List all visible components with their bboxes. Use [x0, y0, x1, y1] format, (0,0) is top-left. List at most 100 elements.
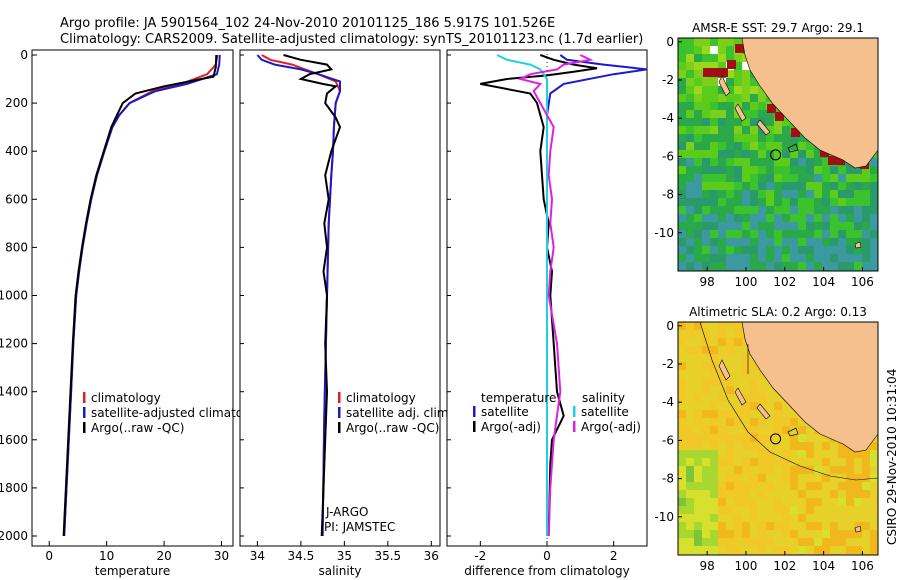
heatmap-cell: [742, 142, 751, 151]
heatmap-cell: [678, 150, 687, 159]
heatmap-cell: [870, 450, 878, 459]
heatmap-cell: [734, 198, 743, 207]
heatmap-cell: [702, 354, 711, 363]
heatmap-cell: [734, 426, 743, 435]
heatmap-cell: [734, 442, 743, 451]
heatmap-cell: [758, 490, 767, 499]
heatmap-cell: [702, 158, 711, 167]
heatmap-cell: [742, 506, 751, 515]
heatmap-cell: [814, 450, 823, 459]
heatmap-cell: [686, 166, 695, 175]
heatmap-cell: [694, 86, 703, 95]
heatmap-cell: [838, 498, 847, 507]
heatmap-cell: [702, 450, 711, 459]
heatmap-cell: [726, 498, 735, 507]
heatmap-cell: [830, 514, 839, 523]
difference-legend-sal-satellite-swatch: [573, 406, 576, 417]
heatmap-cell: [678, 70, 687, 79]
heatmap-cell: [726, 362, 735, 371]
heatmap-cell: [702, 458, 711, 467]
heatmap-cell: [702, 118, 711, 127]
heatmap-cell: [862, 530, 871, 539]
heatmap-cell: [686, 118, 695, 127]
heatmap-cell: [726, 490, 735, 499]
heatmap-cell: [742, 150, 751, 159]
heatmap-cell: [694, 262, 703, 271]
heatmap-cell: [726, 214, 735, 223]
heatmap-cell: [790, 230, 799, 239]
heatmap-cell: [862, 514, 871, 523]
series-line-argo-raw-qc-: [283, 54, 342, 537]
heatmap-cell: [678, 506, 687, 515]
heatmap-cell: [806, 490, 815, 499]
heatmap-cell: [758, 142, 767, 151]
heatmap-cell: [774, 118, 783, 127]
heatmap-cell: [718, 110, 727, 119]
heatmap-cell: [742, 466, 751, 475]
heatmap-cell: [734, 86, 743, 95]
heatmap-cell: [718, 246, 727, 255]
heatmap-cell: [854, 506, 863, 515]
heatmap-cell: [782, 402, 791, 411]
heatmap-cell: [702, 54, 711, 63]
heatmap-cell: [790, 514, 799, 523]
heatmap-cell: [758, 498, 767, 507]
heatmap-cell: [862, 166, 871, 175]
heatmap-cell: [774, 410, 783, 419]
heatmap-cell: [750, 78, 759, 87]
heatmap-cell: [718, 174, 727, 183]
sla-island-1: [718, 359, 731, 381]
heatmap-cell: [742, 490, 751, 499]
heatmap-cell: [718, 386, 727, 395]
heatmap-cell: [790, 198, 799, 207]
heatmap-cell: [798, 238, 807, 247]
heatmap-cell: [734, 418, 743, 427]
y-tick-label: 200: [5, 96, 28, 110]
heatmap-cell: [870, 158, 878, 167]
heatmap-cell: [822, 198, 831, 207]
heatmap-cell: [718, 522, 727, 531]
heatmap-cell: [734, 530, 743, 539]
heatmap-cell: [774, 246, 783, 255]
heatmap-cell: [710, 214, 719, 223]
heatmap-cell: [846, 254, 855, 263]
map-y-tick-label: -6: [662, 149, 674, 163]
heatmap-cell: [726, 522, 735, 531]
heatmap-cell: [694, 418, 703, 427]
heatmap-cell: [758, 86, 767, 95]
heatmap-cell: [838, 538, 847, 547]
heatmap-cell: [750, 402, 759, 411]
heatmap-cell: [774, 222, 783, 231]
map-y-tick-label: -10: [654, 226, 674, 240]
heatmap-cell: [678, 54, 687, 63]
heatmap-cell: [798, 546, 807, 555]
heatmap-cell: [694, 118, 703, 127]
heatmap-cell: [750, 370, 759, 379]
heatmap-cell: [758, 94, 767, 103]
heatmap-cell: [702, 490, 711, 499]
heatmap-cell: [686, 150, 695, 159]
heatmap-cell: [870, 490, 878, 499]
heatmap-cell: [726, 354, 735, 363]
heatmap-cell: [710, 490, 719, 499]
heatmap-cell: [726, 378, 735, 387]
heatmap-cell: [774, 434, 783, 443]
heatmap-cell: [838, 198, 847, 207]
heatmap-cell: [830, 174, 839, 183]
map-y-tick-label: -8: [662, 472, 674, 486]
heatmap-cell: [726, 126, 735, 135]
y-tick-label: 0: [20, 48, 28, 62]
heatmap-cell: [774, 198, 783, 207]
heatmap-cell: [734, 238, 743, 247]
heatmap-cell: [830, 222, 839, 231]
heatmap-cell: [694, 246, 703, 255]
heatmap-cell: [710, 142, 719, 151]
heatmap-cell: [854, 546, 863, 555]
heatmap-cell: [686, 174, 695, 183]
heatmap-cell: [814, 490, 823, 499]
heatmap-cell: [734, 346, 743, 355]
heatmap-cell: [734, 378, 743, 387]
heatmap-cell: [742, 410, 751, 419]
heatmap-cell: [798, 230, 807, 239]
heatmap-cell: [702, 346, 711, 355]
